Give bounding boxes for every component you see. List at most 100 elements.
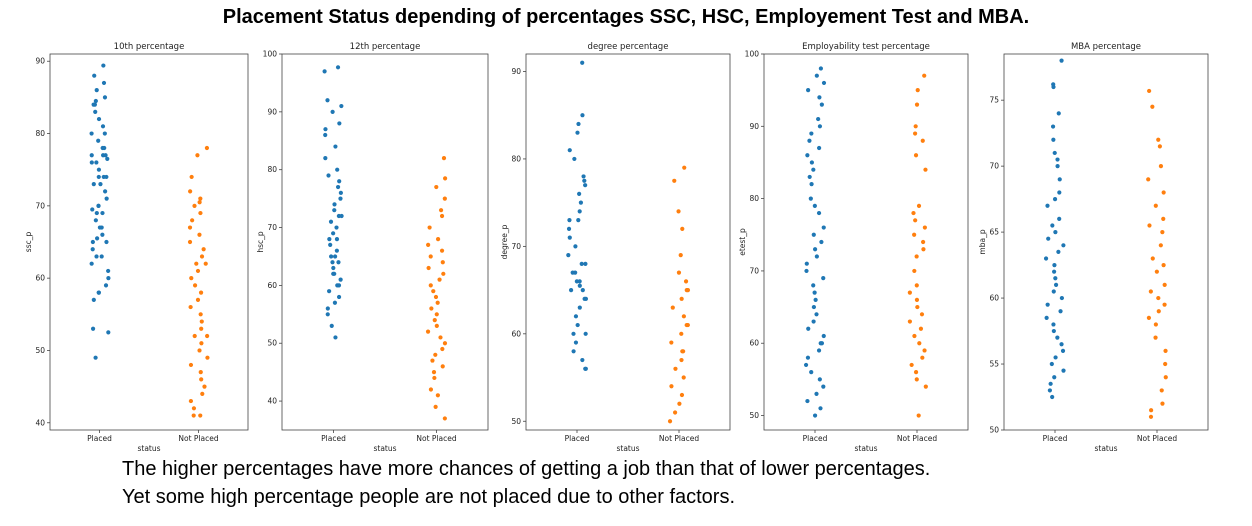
y-tick-label: 80	[511, 154, 521, 163]
data-point	[433, 404, 438, 409]
data-point	[680, 349, 685, 354]
data-point	[816, 210, 822, 216]
data-point	[1156, 309, 1161, 314]
x-axis-label: status	[137, 444, 160, 453]
data-point	[1156, 137, 1161, 142]
data-point	[322, 69, 327, 74]
data-point	[582, 178, 587, 183]
data-point	[913, 153, 919, 158]
series-not-placed	[1146, 88, 1168, 419]
chart-12th-percentage: 12th percentage 40 50 60 70 80 90 100 hsc_p Place…	[256, 42, 489, 453]
data-point	[807, 138, 812, 143]
data-point	[805, 153, 810, 158]
data-point	[566, 253, 571, 258]
data-point	[923, 167, 928, 172]
data-point	[1159, 388, 1164, 393]
data-point	[812, 290, 817, 295]
y-axis-label: degree_p	[500, 224, 509, 259]
data-point	[566, 226, 572, 231]
data-point	[104, 174, 109, 180]
data-point	[679, 357, 684, 363]
caption-line-2: Yet some high percentage people are not …	[122, 486, 736, 508]
data-point	[1051, 322, 1056, 327]
data-point	[811, 319, 816, 324]
data-point	[909, 362, 914, 368]
data-point	[821, 276, 826, 281]
data-point	[89, 131, 94, 136]
data-point	[94, 210, 99, 216]
data-point	[567, 235, 572, 240]
data-point	[1043, 256, 1049, 261]
data-point	[669, 340, 674, 345]
data-point	[198, 290, 204, 295]
data-point	[336, 294, 342, 300]
data-point	[915, 304, 920, 310]
data-point	[97, 225, 102, 230]
data-point	[92, 73, 97, 78]
data-point	[95, 236, 100, 241]
x-tick-label: Not Placed	[659, 434, 699, 443]
data-point	[679, 331, 684, 336]
data-point	[91, 102, 96, 107]
series-placed	[803, 66, 827, 418]
data-point	[575, 130, 580, 135]
data-point	[1163, 375, 1168, 380]
data-point	[912, 333, 917, 339]
data-point	[916, 413, 921, 418]
data-point	[811, 283, 816, 288]
data-point	[583, 183, 588, 188]
y-tick-label: 60	[35, 274, 45, 283]
data-point	[1051, 289, 1056, 294]
data-point	[819, 341, 825, 346]
y-tick-label: 50	[35, 346, 45, 355]
data-point	[1056, 249, 1061, 254]
y-tick-label: 40	[267, 397, 277, 406]
data-point	[199, 319, 204, 324]
data-point	[580, 357, 585, 363]
y-tick-label: 70	[989, 162, 999, 171]
data-point	[440, 346, 445, 352]
data-point	[334, 225, 339, 230]
data-point	[93, 109, 98, 114]
data-point	[106, 268, 111, 274]
data-point	[921, 239, 926, 245]
data-point	[438, 335, 443, 340]
data-point	[96, 174, 101, 180]
data-point	[337, 121, 342, 126]
chart-title: 10th percentage	[114, 42, 185, 52]
data-point	[89, 160, 94, 165]
y-tick-label: 70	[267, 223, 277, 232]
data-point	[814, 312, 819, 317]
data-point	[331, 231, 336, 236]
data-point	[91, 182, 96, 187]
data-point	[570, 270, 575, 275]
data-point	[335, 167, 340, 172]
data-point	[811, 304, 816, 310]
data-point	[329, 254, 334, 259]
data-point	[581, 174, 586, 179]
y-tick-label: 60	[749, 339, 759, 348]
data-point	[431, 289, 436, 294]
data-point	[197, 232, 202, 237]
x-tick-label: Not Placed	[1137, 434, 1177, 443]
data-point	[1053, 276, 1058, 281]
series-placed	[1043, 58, 1066, 400]
data-point	[567, 218, 572, 223]
data-point	[676, 209, 681, 214]
data-point	[198, 196, 203, 201]
chart-title: Employability test percentage	[802, 42, 930, 52]
data-point	[583, 366, 588, 371]
data-point	[334, 237, 340, 242]
data-point	[187, 239, 193, 245]
data-point	[919, 312, 925, 317]
data-point	[809, 370, 814, 375]
chart-degree-percentage: degree percentage 50 60 70 80 90 degree_p Place…	[500, 42, 731, 453]
data-point	[433, 352, 438, 357]
data-point	[1052, 375, 1057, 380]
data-point	[1061, 368, 1066, 373]
data-point	[1158, 164, 1164, 169]
data-point	[100, 145, 105, 151]
data-point	[435, 237, 441, 242]
data-point	[1162, 282, 1167, 287]
data-point	[684, 287, 689, 293]
